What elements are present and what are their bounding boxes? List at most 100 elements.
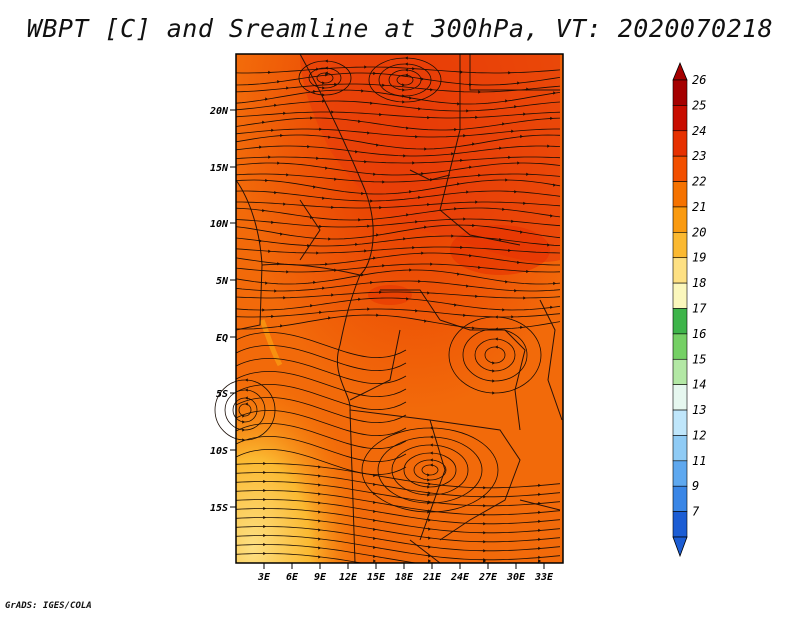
streamline: [235, 449, 407, 475]
colorbar-label: 15: [692, 352, 706, 366]
streamline-arrow: [478, 265, 481, 270]
streamline-arrow: [263, 551, 266, 556]
streamline-arrow: [483, 486, 486, 490]
streamline: [235, 117, 561, 131]
streamline-arrow: [373, 256, 376, 260]
colorbar-label: 20: [692, 225, 706, 239]
colorbar-swatch: [672, 384, 688, 411]
streamline-arrow: [263, 515, 266, 520]
streamline-arrow: [502, 122, 505, 126]
streamline-arrow: [415, 309, 418, 313]
streamline-arrow: [427, 115, 430, 120]
colorbar-swatch: [672, 435, 688, 462]
streamline-arrow: [418, 107, 421, 111]
streamline-arrow: [428, 545, 431, 549]
streamline-arrow: [451, 152, 454, 156]
streamline-arrow: [370, 101, 373, 105]
colorbar-swatch: [672, 308, 688, 335]
streamline-arrow: [463, 217, 466, 221]
lat-label: 15S: [210, 503, 228, 514]
streamline-arrow: [325, 59, 328, 63]
streamline-arrow: [538, 519, 541, 524]
streamline-arrow: [402, 88, 405, 92]
streamline-arrow: [274, 103, 277, 107]
streamline: [235, 128, 560, 138]
streamline-arrow: [409, 190, 412, 194]
colorbar-label: 23: [692, 149, 706, 163]
streamline-arrow: [428, 536, 431, 540]
streamline-arrow: [428, 527, 431, 531]
lon-label: 33E: [534, 572, 554, 583]
lon-label: 12E: [339, 572, 358, 583]
streamline-arrow: [511, 315, 514, 319]
streamline-arrow: [428, 491, 431, 495]
streamline-arrow: [538, 483, 541, 488]
streamline-arrow: [286, 270, 289, 274]
streamline: [235, 490, 561, 516]
streamline-arrow: [373, 71, 376, 76]
streamline-arrow: [508, 248, 511, 253]
colorbar-swatch: [672, 409, 688, 436]
streamline: [235, 162, 561, 176]
streamline: [235, 83, 561, 93]
streamline-arrow: [245, 396, 248, 400]
streamline-arrow: [334, 82, 337, 86]
streamline: [235, 535, 561, 561]
streamline-arrow: [478, 90, 481, 94]
streamline-arrow: [373, 545, 376, 550]
streamline-arrow: [466, 109, 469, 113]
streamline-arrow: [550, 116, 553, 121]
streamline-arrow: [277, 161, 280, 165]
streamline-arrow: [265, 97, 268, 101]
streamline-arrow: [316, 251, 319, 255]
lon-label: 6E: [286, 572, 299, 583]
streamline-arrow: [361, 273, 364, 277]
streamline-arrow: [428, 518, 431, 522]
streamline-arrow: [382, 83, 385, 87]
streamline-arrow: [424, 225, 427, 229]
streamline-arrow: [242, 414, 245, 418]
colorbar-label: 18: [692, 276, 706, 290]
streamline-arrow: [355, 150, 358, 154]
streamline: [235, 156, 561, 164]
streamline-arrow: [483, 531, 486, 535]
streamline-arrow: [427, 478, 430, 482]
streamline-arrow: [367, 224, 370, 228]
streamline: [236, 201, 561, 209]
streamline-arrow: [263, 461, 266, 466]
streamline-arrow: [283, 202, 286, 206]
streamline-arrow: [331, 205, 334, 210]
streamline-arrow: [526, 87, 529, 91]
streamline-arrow: [373, 473, 376, 478]
streamline-arrow: [483, 522, 486, 526]
streamline: [235, 224, 561, 240]
streamline-arrow: [318, 510, 321, 514]
streamline-arrow: [265, 281, 268, 285]
streamline-arrow: [242, 428, 245, 432]
colorbar-label: 12: [692, 428, 706, 442]
colorbar-swatch: [672, 358, 688, 385]
streamline-arrow: [454, 303, 457, 307]
streamline-arrow: [328, 135, 331, 139]
colorbar-label: 21: [692, 200, 706, 214]
streamline-arrow: [379, 205, 382, 210]
streamline: [235, 481, 561, 507]
streamline-arrow: [367, 131, 370, 135]
streamline-arrow: [430, 262, 433, 266]
streamline-arrow: [265, 178, 268, 183]
streamline-arrow: [318, 519, 321, 523]
streamline-arrow: [274, 190, 277, 195]
streamline: [235, 218, 561, 228]
streamline: [235, 410, 407, 436]
streamline-arrow: [483, 540, 486, 544]
lat-label: 15N: [210, 163, 229, 174]
streamline-arrow: [499, 237, 502, 242]
streamline-arrow: [478, 173, 481, 177]
streamline-arrow: [259, 239, 262, 243]
streamline-arrow: [492, 369, 495, 373]
streamline-arrow: [263, 497, 266, 502]
streamline: [235, 345, 407, 371]
streamline-arrow: [319, 224, 322, 229]
streamline-arrow: [427, 473, 430, 477]
